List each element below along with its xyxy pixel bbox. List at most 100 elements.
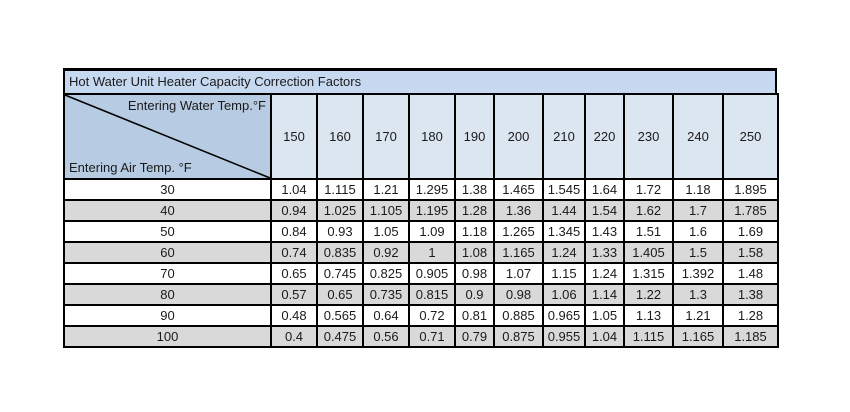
correction-factor-cell: 1.48 — [722, 262, 779, 285]
entering-water-temp-label: Entering Water Temp.°F — [127, 98, 266, 113]
correction-factor-cell: 1.54 — [584, 199, 625, 222]
correction-factor-cell: 1.3 — [672, 283, 724, 306]
correction-factor-cell: 0.56 — [362, 325, 410, 348]
entering-air-temp-label: Entering Air Temp. °F — [69, 160, 192, 175]
water-temp-header-160: 160 — [316, 93, 364, 180]
correction-factor-cell: 1.315 — [623, 262, 674, 285]
water-temp-header-170: 170 — [362, 93, 410, 180]
header-row: Entering Water Temp.°F Entering Air Temp… — [63, 93, 779, 180]
correction-factor-cell: 1.44 — [542, 199, 586, 222]
air-temp-row-header: 40 — [63, 199, 272, 222]
water-temp-header-200: 200 — [493, 93, 544, 180]
water-temp-header-240: 240 — [672, 93, 724, 180]
water-temp-header-230: 230 — [623, 93, 674, 180]
correction-factor-cell: 1.21 — [362, 178, 410, 201]
correction-factor-cell: 1.58 — [722, 241, 779, 264]
correction-factor-cell: 1.6 — [672, 220, 724, 243]
correction-factor-cell: 1.36 — [493, 199, 544, 222]
correction-factor-cell: 0.835 — [316, 241, 364, 264]
air-temp-row-header: 30 — [63, 178, 272, 201]
table-row-air-temp-70: 70 0.65 0.745 0.825 0.905 0.98 1.07 1.15 1.24 1.3… — [63, 262, 779, 285]
table-row-air-temp-50: 50 0.84 0.93 1.05 1.09 1.18 1.265 1.345 1.43 1.51… — [63, 220, 779, 243]
correction-factor-cell: 1.545 — [542, 178, 586, 201]
correction-factor-cell: 1.24 — [584, 262, 625, 285]
correction-factor-cell: 1.04 — [584, 325, 625, 348]
correction-factor-cell: 1.04 — [270, 178, 318, 201]
correction-factor-cell: 0.81 — [454, 304, 495, 327]
correction-factor-cell: 0.64 — [362, 304, 410, 327]
correction-factor-cell: 0.965 — [542, 304, 586, 327]
table-title: Hot Water Unit Heater Capacity Correctio… — [63, 68, 777, 93]
correction-factor-cell: 0.825 — [362, 262, 410, 285]
correction-factor-cell: 0.71 — [408, 325, 456, 348]
water-temp-header-250: 250 — [722, 93, 779, 180]
correction-factor-cell: 0.885 — [493, 304, 544, 327]
correction-factor-cell: 0.57 — [270, 283, 318, 306]
correction-factor-cell: 0.875 — [493, 325, 544, 348]
correction-factor-cell: 1.15 — [542, 262, 586, 285]
correction-factor-cell: 1.22 — [623, 283, 674, 306]
correction-factor-cell: 0.84 — [270, 220, 318, 243]
air-temp-row-header: 50 — [63, 220, 272, 243]
correction-factor-cell: 0.79 — [454, 325, 495, 348]
correction-factor-cell: 1.7 — [672, 199, 724, 222]
correction-factor-cell: 1.28 — [454, 199, 495, 222]
correction-factor-cell: 1.06 — [542, 283, 586, 306]
air-temp-row-header: 90 — [63, 304, 272, 327]
correction-factor-cell: 0.72 — [408, 304, 456, 327]
correction-factor-cell: 1.43 — [584, 220, 625, 243]
air-temp-row-header: 80 — [63, 283, 272, 306]
diagonal-divider-line — [66, 96, 269, 177]
correction-factor-cell: 1.64 — [584, 178, 625, 201]
correction-factor-cell: 1.28 — [722, 304, 779, 327]
correction-factor-cell: 0.98 — [454, 262, 495, 285]
correction-factor-cell: 0.745 — [316, 262, 364, 285]
correction-factor-cell: 1.5 — [672, 241, 724, 264]
correction-factor-cell: 1.38 — [722, 283, 779, 306]
correction-factor-cell: 0.65 — [316, 283, 364, 306]
corner-header-cell: Entering Water Temp.°F Entering Air Temp… — [63, 93, 272, 180]
correction-factor-cell: 0.815 — [408, 283, 456, 306]
correction-factor-cell: 1.08 — [454, 241, 495, 264]
water-temp-header-220: 220 — [584, 93, 625, 180]
correction-factor-cell: 0.735 — [362, 283, 410, 306]
correction-factor-cell: 0.905 — [408, 262, 456, 285]
correction-factor-cell: 1.195 — [408, 199, 456, 222]
water-temp-header-180: 180 — [408, 93, 456, 180]
correction-factor-cell: 0.65 — [270, 262, 318, 285]
correction-factor-cell: 1.105 — [362, 199, 410, 222]
air-temp-row-header: 60 — [63, 241, 272, 264]
correction-factor-cell: 1.345 — [542, 220, 586, 243]
correction-factor-cell: 1.62 — [623, 199, 674, 222]
correction-factor-cell: 1.785 — [722, 199, 779, 222]
table-row-air-temp-80: 80 0.57 0.65 0.735 0.815 0.9 0.98 1.06 1.14 1.22 1… — [63, 283, 779, 306]
correction-factor-cell: 1 — [408, 241, 456, 264]
correction-factor-cell: 1.895 — [722, 178, 779, 201]
correction-factor-cell: 1.13 — [623, 304, 674, 327]
correction-factor-cell: 1.14 — [584, 283, 625, 306]
correction-factor-cell: 1.465 — [493, 178, 544, 201]
correction-factor-cell: 0.93 — [316, 220, 364, 243]
correction-factor-cell: 0.92 — [362, 241, 410, 264]
correction-factor-cell: 1.33 — [584, 241, 625, 264]
correction-factor-cell: 0.565 — [316, 304, 364, 327]
correction-factor-cell: 0.4 — [270, 325, 318, 348]
correction-factor-cell: 0.475 — [316, 325, 364, 348]
correction-factor-cell: 1.18 — [454, 220, 495, 243]
correction-factor-cell: 1.24 — [542, 241, 586, 264]
table-row-air-temp-90: 90 0.48 0.565 0.64 0.72 0.81 0.885 0.965 1.05 1.1… — [63, 304, 779, 327]
correction-factor-cell: 1.025 — [316, 199, 364, 222]
water-temp-header-190: 190 — [454, 93, 495, 180]
correction-factor-cell: 1.09 — [408, 220, 456, 243]
correction-factor-cell: 0.94 — [270, 199, 318, 222]
correction-factor-cell: 1.21 — [672, 304, 724, 327]
correction-factor-cell: 1.07 — [493, 262, 544, 285]
correction-factor-cell: 1.115 — [316, 178, 364, 201]
correction-factor-cell: 0.98 — [493, 283, 544, 306]
correction-factor-cell: 0.9 — [454, 283, 495, 306]
correction-factor-cell: 1.51 — [623, 220, 674, 243]
correction-factors-grid: Entering Water Temp.°F Entering Air Temp… — [63, 93, 779, 348]
air-temp-row-header: 100 — [63, 325, 272, 348]
correction-factor-cell: 1.69 — [722, 220, 779, 243]
